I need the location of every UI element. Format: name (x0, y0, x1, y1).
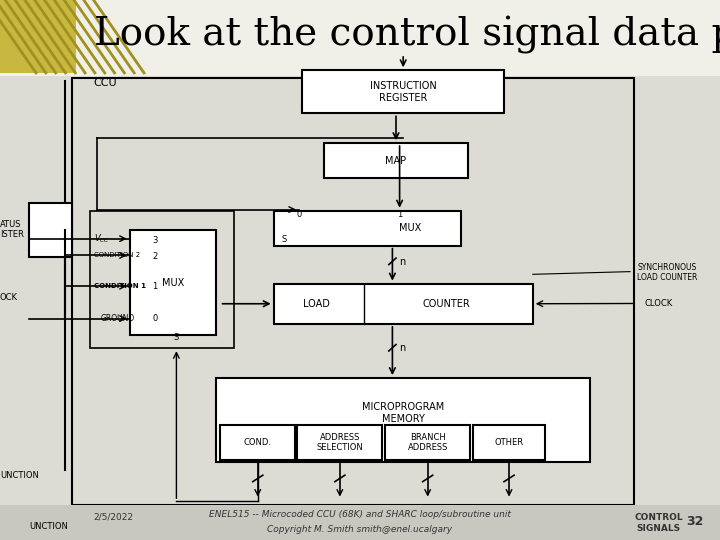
Text: Look at the control signal data paths: Look at the control signal data paths (94, 16, 720, 54)
Text: MAP: MAP (385, 156, 407, 166)
Text: COND.: COND. (243, 438, 271, 447)
Text: INSTRUCTION
REGISTER: INSTRUCTION REGISTER (370, 81, 436, 103)
Bar (297, 425, 382, 460)
Text: 0: 0 (296, 211, 302, 219)
Text: OCK: OCK (0, 293, 18, 301)
Text: CONDITION 2: CONDITION 2 (94, 252, 140, 259)
Text: 0: 0 (152, 314, 158, 323)
Bar (216, 378, 590, 462)
Bar (324, 143, 468, 178)
Bar (130, 230, 216, 335)
Text: 32: 32 (686, 515, 703, 528)
Text: 1: 1 (152, 282, 158, 291)
Text: COUNTER: COUNTER (423, 299, 470, 309)
Text: n: n (400, 343, 406, 353)
Bar (0, 0, 76, 73)
Text: CONTROL: CONTROL (634, 513, 683, 522)
Bar (302, 70, 504, 113)
Bar (90, 211, 234, 348)
Text: ENEL515 -- Microcoded CCU (68K) and SHARC loop/subroutine unit: ENEL515 -- Microcoded CCU (68K) and SHAR… (209, 510, 511, 518)
Text: SIGNALS: SIGNALS (636, 524, 681, 532)
Text: OTHER: OTHER (495, 438, 523, 447)
Text: S: S (174, 333, 179, 342)
Text: ADDRESS
SELECTION: ADDRESS SELECTION (317, 433, 363, 452)
Bar (72, 78, 634, 505)
Text: MUX: MUX (162, 279, 184, 288)
Text: 1: 1 (397, 211, 402, 219)
Bar (0, 76, 720, 508)
Text: 3: 3 (152, 236, 158, 245)
Text: SYNCHRONOUS
LOAD COUNTER: SYNCHRONOUS LOAD COUNTER (637, 263, 698, 282)
Text: MICROPROGRAM
MEMORY: MICROPROGRAM MEMORY (362, 402, 444, 424)
Text: Copyright M. Smith smith@enel.ucalgary: Copyright M. Smith smith@enel.ucalgary (267, 525, 453, 534)
Bar (29, 202, 72, 256)
Bar (220, 425, 295, 460)
Text: ATUS
ISTER: ATUS ISTER (0, 220, 24, 239)
Bar (473, 425, 545, 460)
Text: n: n (400, 257, 406, 267)
Text: CLOCK: CLOCK (644, 299, 672, 308)
Text: LOAD: LOAD (303, 299, 330, 309)
Text: CONDITION 1: CONDITION 1 (94, 283, 145, 289)
Text: $V_{CC}$: $V_{CC}$ (94, 232, 109, 245)
Text: UNCTION: UNCTION (29, 522, 68, 531)
Text: S: S (282, 235, 287, 244)
Bar (0, 505, 720, 540)
Text: 2/5/2022: 2/5/2022 (94, 513, 134, 522)
Text: CCU: CCU (94, 78, 117, 89)
Text: MUX: MUX (400, 223, 421, 233)
Text: BRANCH
ADDRESS: BRANCH ADDRESS (408, 433, 448, 452)
Bar (274, 211, 461, 246)
Bar (274, 284, 533, 324)
Text: UNCTION: UNCTION (0, 471, 39, 480)
Bar (385, 425, 470, 460)
Text: GROUND: GROUND (101, 314, 135, 323)
Text: 2: 2 (152, 252, 158, 261)
